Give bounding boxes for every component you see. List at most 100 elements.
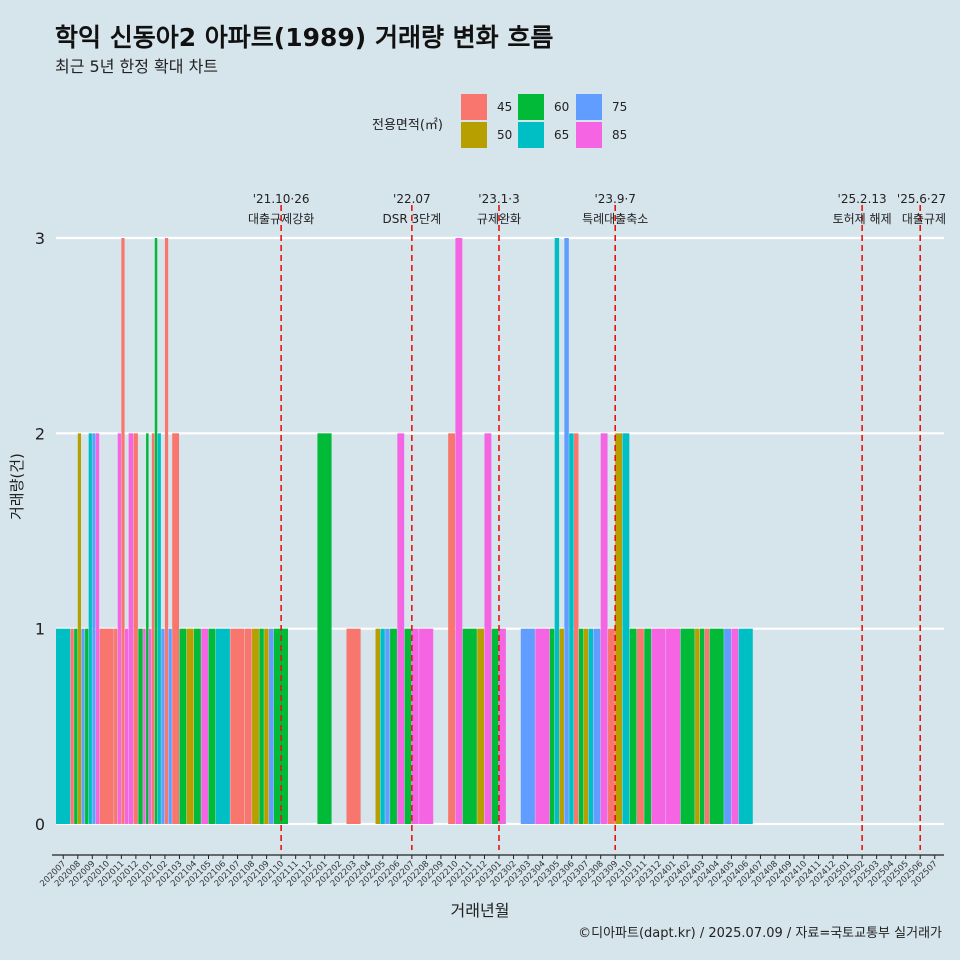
legend-label: 65	[554, 128, 570, 142]
bar-45	[164, 238, 169, 824]
bar-85	[201, 628, 209, 824]
bar-75	[520, 628, 535, 824]
event-desc-label: 규제완화	[477, 212, 521, 226]
bar-60	[629, 628, 637, 824]
bar-65	[588, 628, 594, 824]
bar-45	[230, 628, 245, 824]
event-date-label: '25.6·27	[897, 192, 946, 206]
event-desc-label: 특례대출축소	[582, 212, 648, 226]
bar-85	[666, 628, 681, 824]
bar-75	[564, 238, 569, 824]
bar-65	[157, 433, 161, 824]
bar-45	[133, 433, 138, 824]
bar-45	[574, 433, 579, 824]
bar-85	[731, 628, 739, 824]
bar-75	[161, 628, 165, 824]
bar-85	[124, 628, 129, 824]
bar-60	[138, 628, 143, 824]
legend-key	[576, 94, 602, 120]
bar-65	[554, 238, 560, 824]
bar-60	[578, 628, 584, 824]
bar-50	[477, 628, 485, 824]
legend-label: 75	[612, 100, 628, 114]
bar-60	[179, 628, 187, 824]
bar-45	[114, 628, 118, 824]
bar-60	[680, 628, 695, 824]
bar-60	[491, 628, 499, 824]
y-tick-label: 3	[35, 229, 45, 248]
bar-45	[70, 628, 74, 824]
bar-60	[85, 628, 89, 824]
y-tick-label: 1	[35, 620, 45, 639]
event-desc-label: DSR 3단계	[382, 212, 441, 226]
source-caption: ©디아파트(dapt.kr) / 2025.07.09 / 자료=국토교통부 실…	[578, 926, 942, 941]
bar-45	[121, 238, 125, 824]
event-date-label: '25.2.13	[838, 192, 887, 206]
bar-50	[375, 628, 380, 824]
bar-45	[346, 628, 361, 824]
bar-65	[88, 433, 92, 824]
bar-45	[151, 433, 155, 824]
bar-65	[738, 628, 753, 824]
bar-60	[74, 628, 78, 824]
bar-60	[146, 433, 149, 824]
bar-60	[259, 628, 264, 824]
legend-key	[518, 94, 544, 120]
legend-key	[461, 94, 487, 120]
bar-85	[148, 628, 152, 824]
legend-label: 45	[497, 100, 513, 114]
bar-65	[622, 433, 630, 824]
legend-label: 60	[554, 100, 570, 114]
bar-50	[252, 628, 259, 824]
legend-item-65: 65	[518, 122, 569, 148]
legend-title: 전용면적(㎡)	[372, 118, 443, 133]
bar-65	[569, 433, 574, 824]
bar-75	[269, 628, 274, 824]
x-axis-label: 거래년월	[450, 901, 510, 920]
legend-item-45: 45	[461, 94, 512, 120]
bar-60	[644, 628, 652, 824]
bar-60	[404, 628, 412, 824]
bar-75	[92, 433, 96, 824]
legend-item-85: 85	[576, 122, 627, 148]
legend-key	[461, 122, 487, 148]
bar-45	[636, 628, 644, 824]
bar-50	[615, 433, 623, 824]
chart-subtitle: 최근 5년 한정 확대 차트	[55, 57, 219, 76]
legend-label: 85	[612, 128, 628, 142]
bar-75	[593, 628, 601, 824]
bar-85	[419, 628, 434, 824]
event-date-label: '22.07	[393, 192, 431, 206]
bar-85	[117, 433, 121, 824]
bar-85	[651, 628, 666, 824]
bar-45	[607, 628, 615, 824]
bar-45	[704, 628, 710, 824]
bar-50	[559, 628, 564, 824]
bar-85	[484, 433, 492, 824]
bar-60	[709, 628, 724, 824]
bar-60	[193, 628, 201, 824]
bar-75	[168, 628, 172, 824]
event-date-label: '21.10·26	[253, 192, 310, 206]
bar-75	[385, 628, 390, 824]
legend-key	[576, 122, 602, 148]
bar-75	[81, 628, 85, 824]
bar-60	[699, 628, 705, 824]
y-tick-label: 2	[35, 424, 45, 443]
bar-60	[390, 628, 397, 824]
bar-50	[583, 628, 589, 824]
bar-50	[77, 433, 82, 824]
event-desc-label: 토허제 해제	[833, 212, 892, 226]
bar-60	[154, 238, 158, 824]
bar-50	[264, 628, 269, 824]
bar-50	[695, 628, 700, 824]
event-desc-label: 대출규제	[902, 212, 946, 226]
bar-85	[411, 628, 419, 824]
bar-85	[535, 628, 550, 824]
legend-key	[518, 122, 544, 148]
event-desc-label: 대출규제강화	[248, 212, 314, 226]
event-date-label: '23.9·7	[594, 192, 635, 206]
bar-50	[186, 628, 194, 824]
event-date-label: '23.1·3	[478, 192, 519, 206]
